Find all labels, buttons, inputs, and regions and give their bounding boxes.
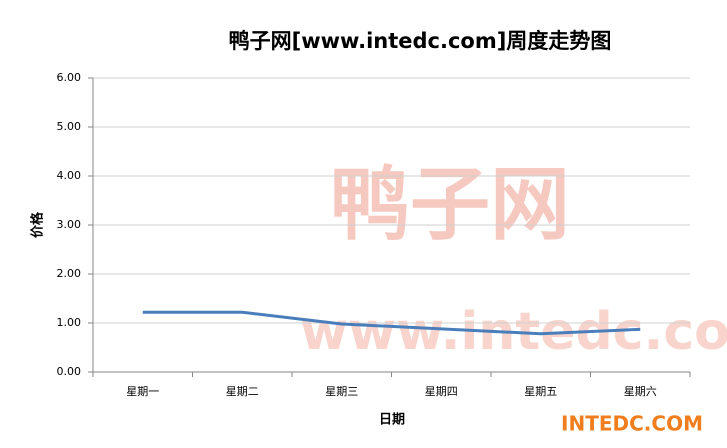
x-axis-label: 日期: [379, 413, 405, 428]
y-tick-label: 3.00: [57, 218, 82, 231]
y-axis-label: 价格: [30, 211, 46, 238]
watermark: 鸭子网: [330, 158, 570, 251]
chart-title: 鸭子网[www.intedc.com]周度走势图: [229, 29, 612, 53]
x-tick-label: 星期二: [226, 385, 259, 398]
watermark: INTEDC.COM: [561, 412, 703, 436]
y-tick-label: 0.00: [57, 365, 82, 378]
x-tick-label: 星期五: [524, 385, 557, 398]
y-tick-label: 4.00: [57, 169, 82, 182]
y-tick-label: 2.00: [57, 267, 82, 280]
x-tick-label: 星期一: [126, 385, 159, 398]
x-tick-label: 星期三: [325, 385, 358, 398]
x-tick-label: 星期四: [425, 385, 458, 398]
y-tick-label: 6.00: [57, 71, 82, 84]
x-tick-label: 星期六: [624, 385, 657, 398]
line: [142, 310, 641, 336]
y-tick-label: 1.00: [57, 316, 82, 329]
y-tick-label: 5.00: [57, 120, 82, 133]
